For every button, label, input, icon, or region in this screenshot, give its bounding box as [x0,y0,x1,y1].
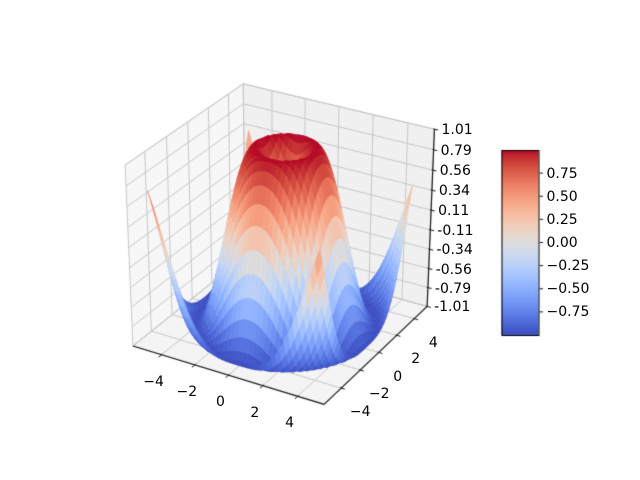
surface-plot-canvas [0,0,640,480]
matplotlib-figure: −4 −2 0 2 4 −4 −2 0 2 4 -1.01 -0.79 -0.56 -0.34 -0.11 0… [0,0,640,480]
